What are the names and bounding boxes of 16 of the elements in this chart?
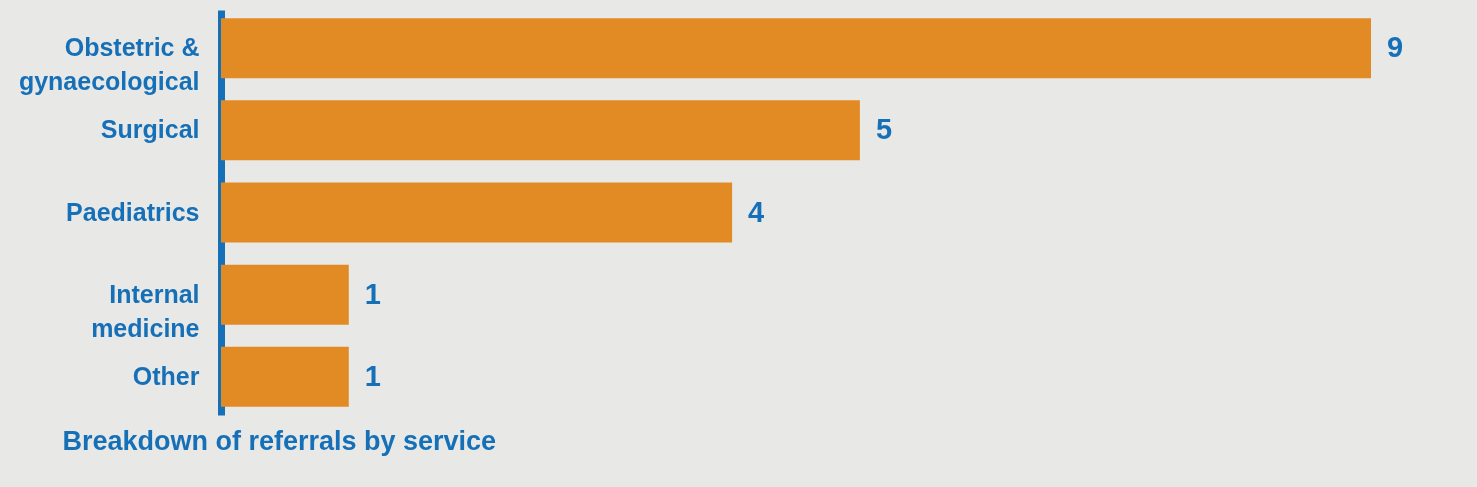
y-tick-label: Other — [132, 361, 200, 390]
bar — [221, 100, 860, 161]
data-label: 4 — [748, 195, 765, 228]
y-tick-label: Obstetric & gynaecological — [18, 33, 200, 96]
data-label: 1 — [364, 359, 381, 392]
bar — [221, 264, 349, 325]
data-label: 9 — [1387, 31, 1404, 64]
bar — [221, 18, 1371, 79]
y-tick-label: Surgical — [100, 115, 200, 144]
bar — [221, 182, 733, 243]
y-tick-label: Internal medicine — [91, 279, 200, 342]
data-label: 5 — [875, 113, 893, 146]
bar — [221, 346, 349, 407]
y-tick-label: Paediatrics — [66, 197, 200, 226]
text: Breakdown of referrals by service — [62, 426, 497, 456]
data-label: 1 — [364, 277, 381, 310]
